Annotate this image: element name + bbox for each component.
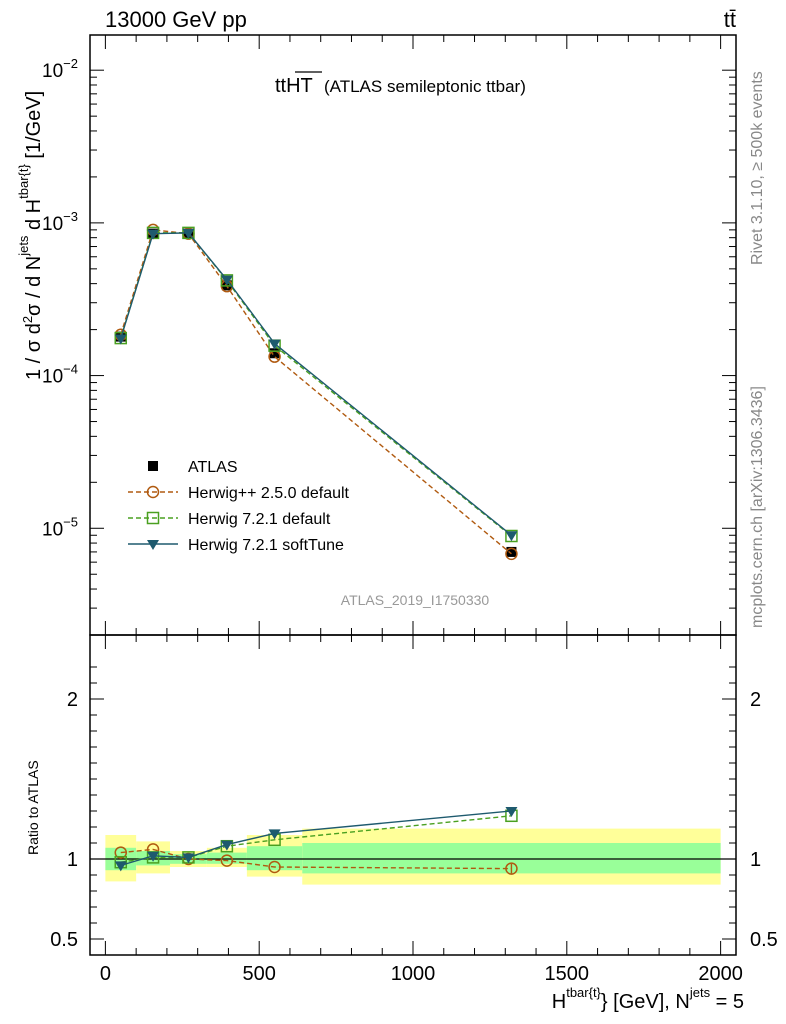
main-series-1-point-5 [505, 547, 518, 561]
x-tick-label-0: 0 [100, 963, 111, 985]
x-tick-label-3: 1500 [545, 963, 590, 985]
header-right-label: tt̄ [724, 7, 736, 32]
ratio-series-0-point-4 [268, 860, 281, 874]
top-y-axis-label: 1 / σ d2σ / d Njets d Htbar{t} [1/GeV] [16, 91, 45, 380]
x-tick-label-1: 500 [243, 963, 276, 985]
main-series-3-point-0 [114, 334, 127, 345]
y-tick-label-2: 10−3 [42, 209, 78, 235]
ratio-series-0-point-0 [114, 846, 128, 859]
main-series-1-line [120, 229, 512, 555]
ratio-series-2-point-0 [114, 861, 127, 872]
plot-title: ttHT (ATLAS semileptonic ttbar) [275, 75, 526, 97]
ratio-series-2-point-2 [182, 853, 195, 864]
y-tick-label-0: 10−5 [42, 514, 78, 540]
ratio-series-2-line [120, 810, 512, 867]
main-series-3-point-3 [220, 275, 233, 286]
ratio-series-0-point-3 [220, 854, 234, 867]
main-series-2-point-3 [220, 274, 234, 287]
plot-title-main: ttHT [275, 75, 313, 97]
main-series-3-line [120, 232, 512, 536]
ratio-series-2-point-5 [505, 807, 518, 817]
analysis-id-label: ATLAS_2019_I1750330 [341, 592, 490, 608]
main-series-2-point-5 [505, 529, 518, 543]
legend-marker-1 [146, 485, 160, 499]
main-series-3-point-4 [268, 339, 281, 350]
ratio-series-2-point-3 [220, 840, 233, 851]
legend-marker-3 [147, 540, 159, 550]
legend-label-1: Herwig++ 2.5.0 default [188, 485, 350, 502]
ratio-y-tick-label-r-1: 1 [750, 849, 761, 871]
ratio-series-0-point-5 [505, 862, 518, 875]
legend-label-3: Herwig 7.2.1 softTune [188, 537, 344, 554]
band-green-3 [206, 852, 247, 864]
legend: ATLAS Herwig++ 2.5.0 default Herwig 7.2.1 … [128, 459, 350, 554]
rivet-label: Rivet 3.1.10, ≥ 500k events [749, 71, 766, 265]
header-left-label: 13000 GeV pp [105, 7, 247, 32]
legend-marker-2 [146, 511, 160, 525]
legend-label-0: ATLAS [188, 459, 238, 476]
plot-title-sub: (ATLAS semileptonic ttbar) [324, 77, 526, 96]
legend-marker-0 [148, 461, 158, 471]
axis-ticks: 0 500 1000 1500 2000 10−5 10−4 10−3 10−2 0.5 0.5 1 1… [42, 35, 778, 985]
main-plot-frame [89, 34, 737, 636]
ratio-y-tick-label-r-2: 2 [750, 689, 761, 711]
ratio-series-2-point-4 [268, 829, 281, 840]
legend-label-2: Herwig 7.2.1 default [188, 511, 331, 528]
main-series-3-point-2 [182, 228, 195, 239]
ratio-series-layer [114, 807, 518, 875]
ratio-y-tick-label-l-1: 1 [67, 849, 78, 871]
x-tick-label-2: 1000 [391, 963, 436, 985]
ratio-y-tick-label-l-0: 0.5 [50, 929, 78, 951]
ratio-y-axis-label-text: Ratio to ATLAS [25, 760, 41, 855]
ratio-y-tick-label-l-2: 2 [67, 689, 78, 711]
ratio-y-tick-label-r-0: 0.5 [750, 929, 778, 951]
main-series-3-point-5 [505, 531, 518, 542]
y-tick-label-1: 10−4 [42, 362, 78, 388]
ratio-series-2-point-1 [147, 851, 160, 862]
main-series-layer [114, 223, 518, 561]
band-green-4 [246, 846, 303, 871]
main-series-0-point-4 [269, 348, 280, 359]
mcplots-label: mcplots.cern.ch [arXiv:1306.3436] [749, 386, 766, 628]
ratio-plot-frame [89, 634, 737, 956]
x-axis-label: Htbar{t}} [GeV], Njets = 5 [552, 985, 744, 1013]
x-tick-label-4: 2000 [698, 963, 743, 985]
main-series-3-point-1 [147, 229, 160, 240]
main-series-0-point-5 [506, 546, 517, 557]
y-tick-label-3: 10−2 [42, 56, 78, 82]
